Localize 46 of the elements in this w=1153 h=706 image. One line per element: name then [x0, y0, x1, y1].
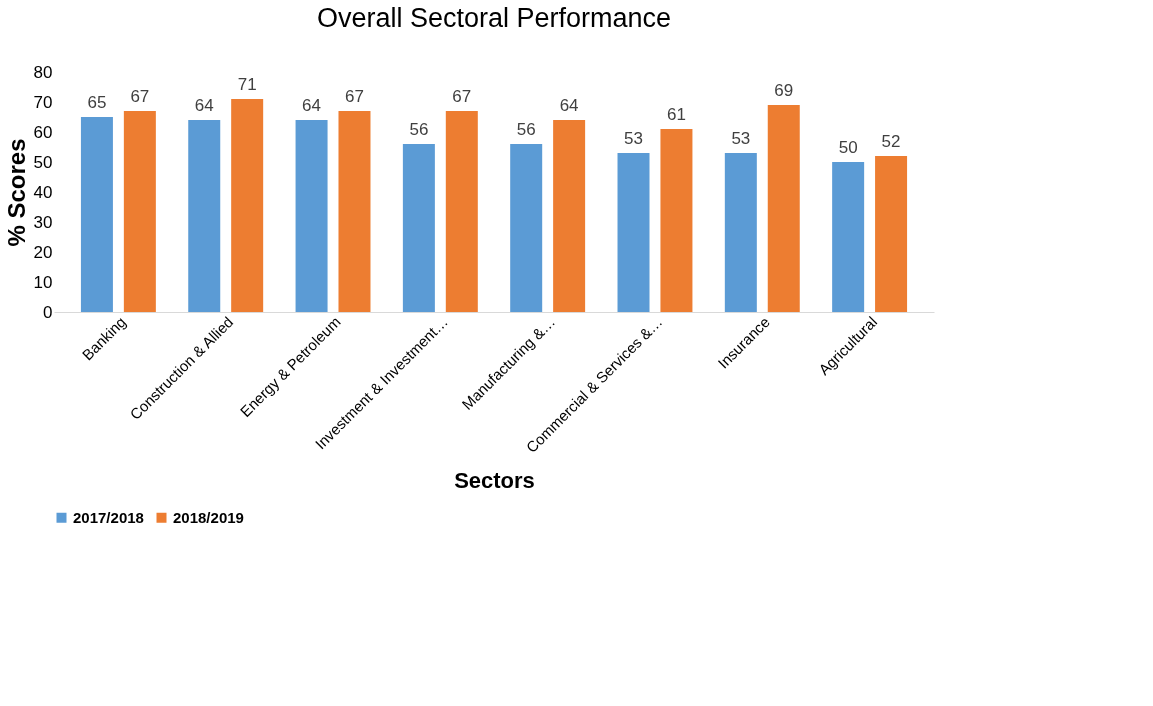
- data-label: 64: [194, 96, 214, 115]
- data-label: 56: [409, 120, 429, 139]
- bar: [402, 144, 435, 312]
- bar: [295, 120, 328, 312]
- data-label: 53: [624, 129, 643, 148]
- bar: [617, 153, 650, 312]
- y-tick-label: 60: [33, 122, 53, 142]
- data-label: 53: [731, 129, 751, 148]
- bar: [832, 162, 865, 312]
- bar: [660, 129, 693, 312]
- y-tick-label: 10: [33, 272, 53, 292]
- data-label: 65: [87, 93, 107, 112]
- data-label: 67: [452, 87, 472, 106]
- bar: [510, 144, 543, 312]
- data-label: 67: [345, 87, 364, 106]
- y-tick-label: 50: [33, 152, 53, 172]
- legend-label: 2018/2019: [173, 508, 244, 526]
- y-axis-title: % Scores: [2, 138, 30, 247]
- data-label: 64: [559, 96, 579, 115]
- y-tick-label: 20: [33, 242, 53, 262]
- x-axis-title: Sectors: [454, 467, 535, 493]
- y-tick-label: 40: [33, 182, 53, 202]
- data-label: 67: [130, 87, 150, 106]
- y-tick-label: 80: [33, 62, 53, 82]
- bar: [123, 111, 156, 312]
- y-tick-label: 70: [33, 92, 53, 112]
- data-label: 56: [516, 120, 536, 139]
- chart-title: Overall Sectoral Performance: [316, 3, 672, 33]
- y-tick-label: 30: [33, 212, 53, 232]
- data-label: 52: [881, 132, 901, 151]
- data-label: 69: [774, 81, 794, 100]
- legend-label: 2017/2018: [73, 508, 144, 526]
- data-label: 71: [237, 75, 257, 94]
- bar: [80, 117, 113, 312]
- bar: [724, 153, 757, 312]
- bar: [231, 99, 264, 312]
- bar: [767, 105, 800, 312]
- y-tick-label: 0: [43, 302, 53, 322]
- data-label: 64: [302, 96, 322, 115]
- data-label: 50: [838, 138, 858, 157]
- bar: [188, 120, 221, 312]
- bar: [338, 111, 371, 312]
- bar: [875, 156, 908, 312]
- bar: [553, 120, 586, 312]
- bar: [445, 111, 478, 312]
- data-label: 61: [666, 105, 686, 124]
